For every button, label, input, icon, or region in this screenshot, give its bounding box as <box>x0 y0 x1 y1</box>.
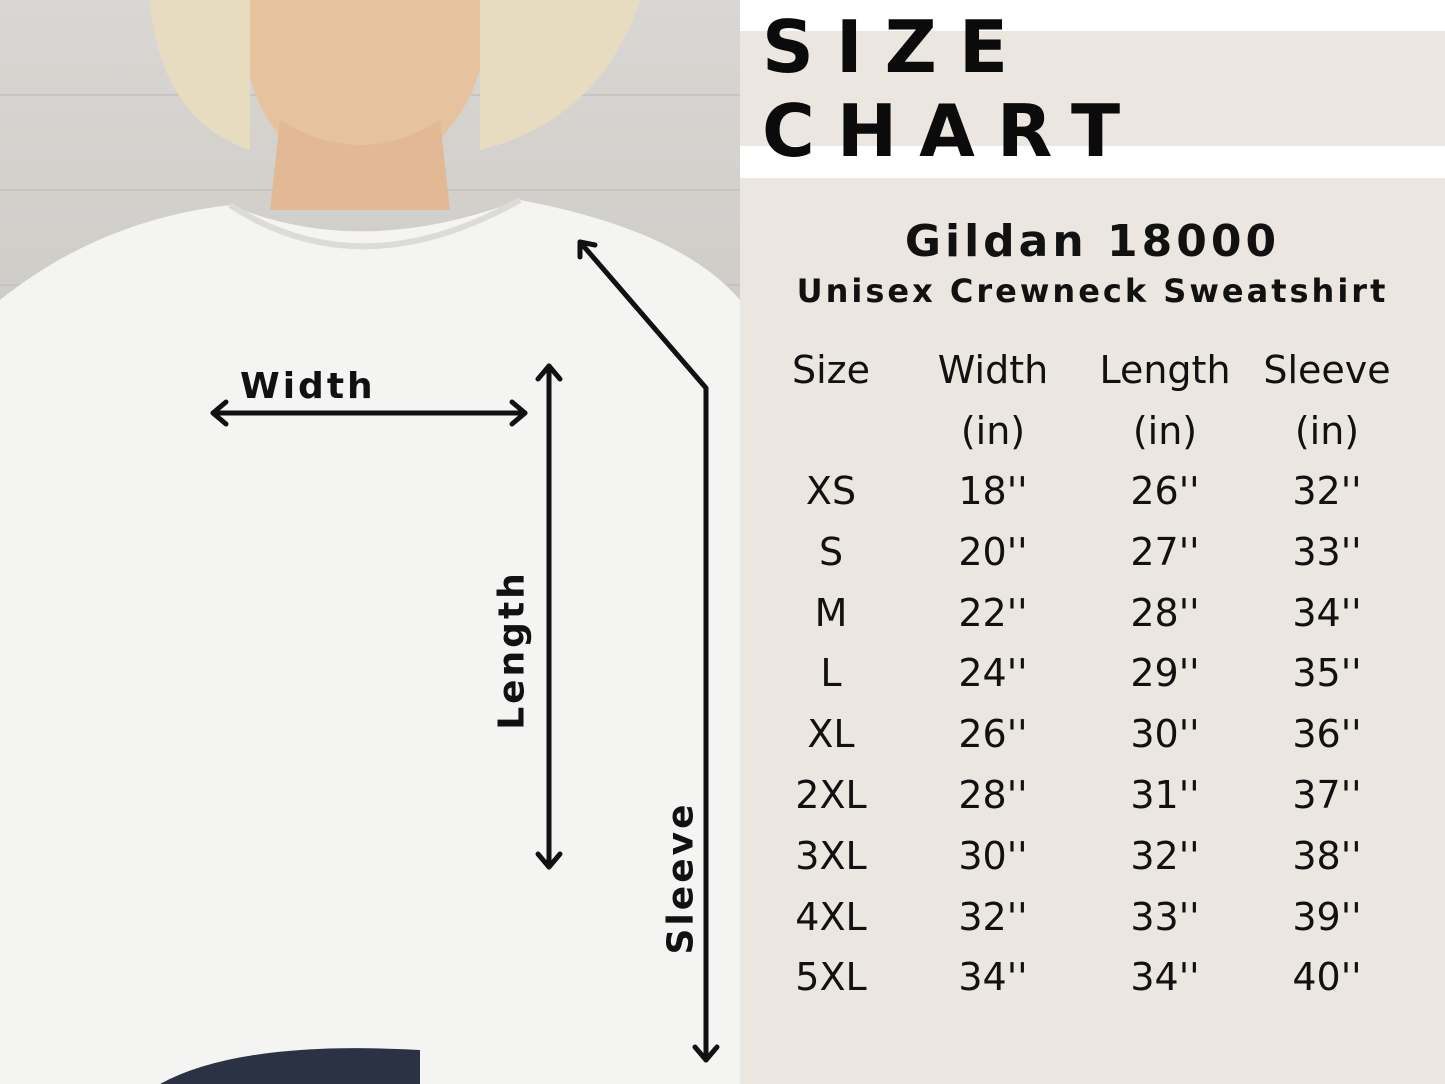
measurement-cell: 38'' <box>1292 833 1362 878</box>
title-band: SIZE CHART <box>740 5 1445 173</box>
size-cell: 4XL <box>795 894 867 939</box>
measurement-cell: 18'' <box>958 469 1028 513</box>
measurement-cell: 30'' <box>1130 712 1200 757</box>
width-label: Width <box>240 366 376 407</box>
size-cell: 2XL <box>795 773 867 817</box>
column-header: Width <box>937 348 1049 392</box>
size-cell: XS <box>805 469 857 513</box>
size-cell: M <box>814 590 848 635</box>
sweatshirt <box>0 200 740 1084</box>
measurement-cell: 34'' <box>1130 955 1200 1000</box>
measurement-cell: 32'' <box>1130 833 1200 878</box>
measurement-cell: 32'' <box>958 894 1028 939</box>
measurement-cell: 22'' <box>958 590 1028 635</box>
column-header: Length <box>1099 348 1231 392</box>
measurement-cell: 24'' <box>958 651 1028 696</box>
column-header-unit: (in) <box>960 409 1026 453</box>
measurement-cell: 33'' <box>1130 894 1200 939</box>
size-cell: 5XL <box>795 955 867 1000</box>
length-label: Length <box>491 570 533 730</box>
measurement-cell: 26'' <box>1130 469 1200 513</box>
column-header: Sleeve <box>1263 348 1391 392</box>
measurement-cell: 31'' <box>1130 773 1200 817</box>
measurement-cell: 39'' <box>1292 894 1362 939</box>
measurement-cell: 34'' <box>958 955 1028 1000</box>
measurement-cell: 40'' <box>1292 955 1362 1000</box>
jeans <box>160 1048 420 1084</box>
measurement-cell: 29'' <box>1130 651 1200 696</box>
measurement-cell: 20'' <box>958 529 1028 574</box>
page-title: SIZE CHART <box>762 4 1143 173</box>
measurement-cell: 30'' <box>958 833 1028 878</box>
measurement-cell: 37'' <box>1292 773 1362 817</box>
measurement-cell: 28'' <box>958 773 1028 817</box>
size-cell: 3XL <box>795 833 867 878</box>
sleeve-arrow <box>577 239 709 1063</box>
measurement-cell: 35'' <box>1292 651 1362 696</box>
measurement-cell: 27'' <box>1130 529 1200 574</box>
hair <box>150 0 640 150</box>
sweatshirt-illustration <box>0 0 740 1084</box>
sleeve-label: Sleeve <box>660 801 702 955</box>
measurement-cell: 36'' <box>1292 712 1362 757</box>
measurement-cell: 26'' <box>958 712 1028 757</box>
model-photo: Width Length Sleeve <box>0 0 740 1084</box>
measurement-cell: 33'' <box>1292 529 1362 574</box>
size-table-panel: Gildan 18000 Unisex Crewneck Sweatshirt … <box>740 178 1445 1084</box>
product-model: Gildan 18000 <box>904 216 1281 267</box>
measurement-cell: 34'' <box>1292 590 1362 635</box>
column-header-unit: (in) <box>1294 409 1360 453</box>
column-header: Size <box>791 348 870 392</box>
measurement-cell: 28'' <box>1130 590 1200 635</box>
size-cell: L <box>820 651 842 696</box>
size-cell: S <box>818 529 844 574</box>
column-header-unit: (in) <box>1132 409 1198 453</box>
measurement-cell: 32'' <box>1292 469 1362 513</box>
size-cell: XL <box>807 712 855 757</box>
face <box>245 0 485 150</box>
product-subtitle: Unisex Crewneck Sweatshirt <box>796 272 1389 310</box>
